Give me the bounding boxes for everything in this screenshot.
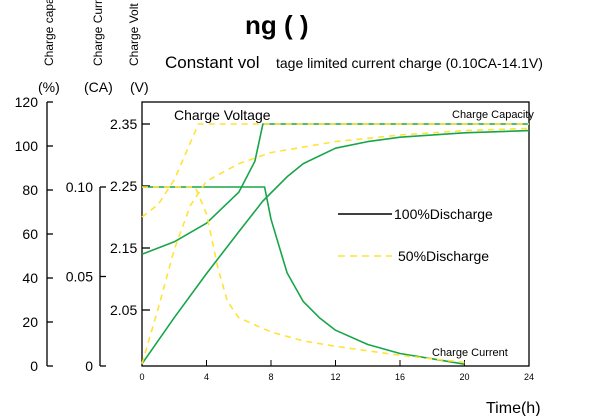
capacity-tick-label: 100	[15, 138, 39, 154]
capacity-axis-unit: (%)	[38, 79, 60, 95]
voltage-tick-label: 2.25	[110, 178, 137, 194]
legend-solid-label: 100%Discharge	[394, 206, 493, 222]
charge-capacity-annotation: Charge Capacity	[452, 109, 534, 121]
voltage-tick-label: 2.35	[110, 116, 137, 132]
chart-title: ng ( )	[245, 10, 309, 40]
axes-layer	[46, 101, 530, 367]
capacity-tick-label: 0	[30, 358, 38, 374]
current-tick-label: 0.05	[66, 269, 93, 285]
x-tick-label: 16	[395, 372, 405, 382]
50pct-charge-current-line	[142, 186, 465, 364]
50pct-charge-voltage-line	[141, 123, 529, 218]
ticks-layer: 1201008060402000.100.0502.352.252.152.05…	[15, 94, 534, 382]
current-axis-title: Charge Curr	[91, 0, 105, 66]
100pct-charge-capacity-line	[141, 129, 530, 365]
100pct-charge-voltage-line	[141, 123, 529, 255]
100pct-charge-current-line	[142, 186, 465, 365]
x-axis-title: Time(h)	[486, 400, 541, 416]
series-layer	[141, 123, 530, 365]
voltage-tick-label: 2.05	[110, 302, 137, 318]
voltage-axis-title: Charge Volt	[127, 3, 141, 66]
50pct-charge-capacity-line	[141, 127, 530, 365]
capacity-tick-label: 120	[15, 94, 39, 110]
charge-voltage-annotation: Charge Voltage	[174, 107, 271, 123]
chart-legend: 100%Discharge 50%Discharge	[338, 206, 493, 264]
x-tick-label: 24	[524, 372, 534, 382]
charge-current-annotation: Charge Current	[432, 347, 508, 359]
current-axis-unit: (CA)	[84, 79, 113, 95]
legend-dashed-label: 50%Discharge	[398, 248, 489, 264]
capacity-tick-label: 60	[22, 226, 38, 242]
capacity-tick-label: 40	[22, 270, 38, 286]
chart-subtitle-large: Constant vol	[165, 53, 260, 72]
x-tick-label: 8	[268, 372, 273, 382]
current-tick-label: 0.10	[66, 179, 93, 195]
x-tick-label: 20	[459, 372, 469, 382]
x-tick-label: 0	[139, 372, 144, 382]
current-tick-label: 0	[85, 358, 93, 374]
voltage-tick-label: 2.15	[110, 240, 137, 256]
capacity-axis-title: Charge capa	[42, 0, 56, 66]
x-tick-label: 12	[330, 372, 340, 382]
capacity-tick-label: 20	[22, 314, 38, 330]
x-tick-label: 4	[204, 372, 209, 382]
voltage-axis-unit: (V)	[130, 79, 149, 95]
chart-subtitle-small: tage limited current charge (0.10CA-14.1…	[276, 55, 543, 71]
capacity-tick-label: 80	[22, 182, 38, 198]
